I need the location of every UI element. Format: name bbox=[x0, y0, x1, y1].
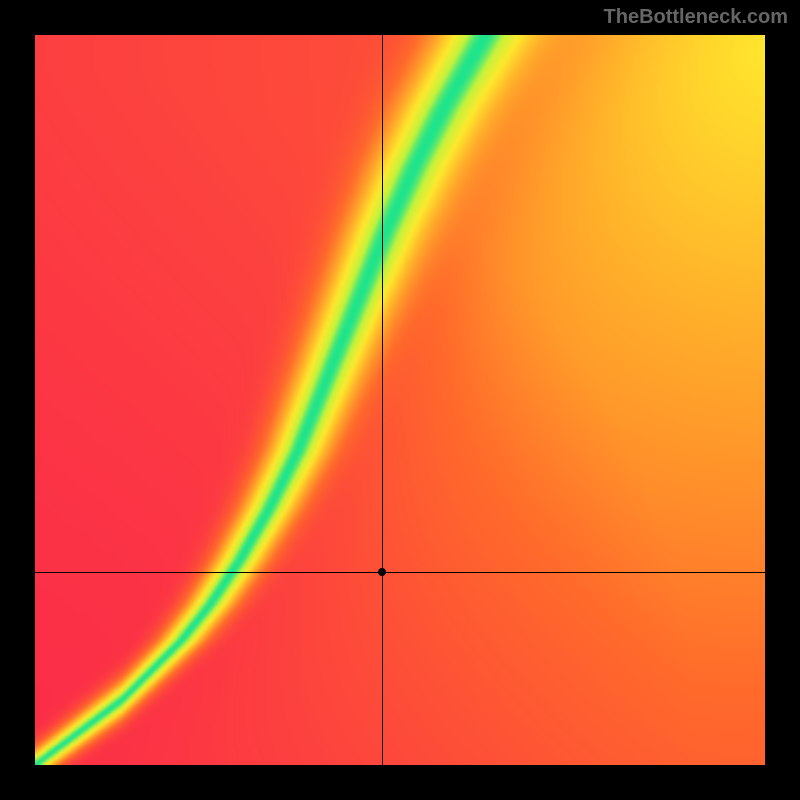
watermark-text: TheBottleneck.com bbox=[604, 6, 788, 29]
crosshair-marker bbox=[378, 568, 386, 576]
crosshair-horizontal bbox=[35, 572, 765, 573]
heatmap-plot bbox=[35, 35, 765, 765]
heatmap-canvas bbox=[35, 35, 765, 765]
crosshair-vertical bbox=[382, 35, 383, 765]
